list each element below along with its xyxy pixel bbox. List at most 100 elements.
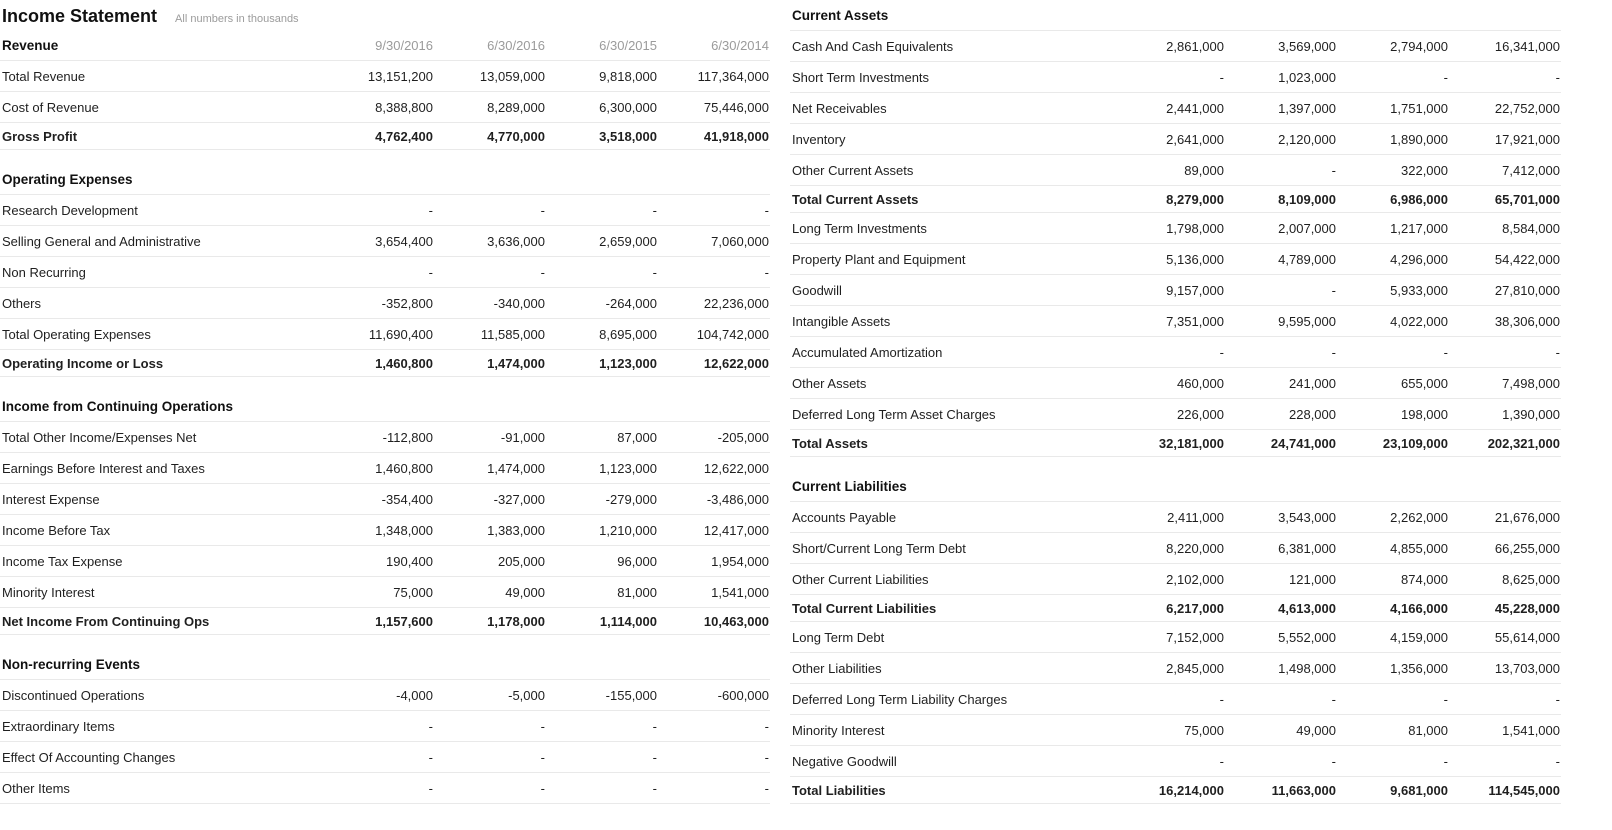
cell-value: -	[1331, 162, 1336, 178]
column-date-header: 6/30/2014	[711, 37, 769, 53]
cell-value: 241,000	[1289, 375, 1336, 391]
cell-value: 4,022,000	[1390, 313, 1448, 329]
cell-value: -	[764, 264, 769, 280]
cell-value: 5,136,000	[1166, 251, 1224, 267]
cell-value: 11,585,000	[480, 326, 545, 342]
cell-value: -	[652, 202, 657, 218]
cell-value: -	[1443, 69, 1448, 85]
row-label: Inventory	[792, 131, 846, 147]
cell-value: 2,794,000	[1390, 38, 1448, 54]
cell-value: 4,296,000	[1390, 251, 1448, 267]
cell-value: 8,279,000	[1166, 191, 1224, 207]
table-row: Accumulated Amortization - - - -	[790, 337, 1561, 368]
cell-value: 7,498,000	[1502, 375, 1560, 391]
table-row: Total Operating Expenses 11,690,400 11,585…	[0, 319, 770, 350]
total-row: Operating Income or Loss 1,460,800 1,474,0…	[0, 350, 770, 377]
cell-value: 8,388,800	[375, 99, 433, 115]
table-row: Other Assets 460,000 241,000 655,000 7,498,0…	[790, 368, 1561, 399]
table-row: Research Development - - - -	[0, 195, 770, 226]
row-label: Operating Income or Loss	[2, 355, 164, 371]
cell-value: -	[428, 749, 433, 765]
cell-value: -	[1219, 69, 1224, 85]
table-row: Deferred Long Term Asset Charges 226,000 2…	[790, 399, 1561, 430]
cell-value: 1,541,000	[1502, 722, 1560, 738]
row-label: Total Operating Expenses	[2, 326, 151, 342]
cell-value: 41,918,000	[703, 128, 769, 144]
cell-value: 49,000	[505, 584, 545, 600]
row-label: Gross Profit	[2, 128, 78, 144]
row-label: Short/Current Long Term Debt	[792, 540, 966, 556]
cell-value: 2,845,000	[1166, 660, 1224, 676]
cell-value: 1,474,000	[487, 355, 545, 371]
cell-value: 7,060,000	[711, 233, 769, 249]
cell-value: -	[428, 718, 433, 734]
cell-value: 1,498,000	[1278, 660, 1336, 676]
row-label: Accounts Payable	[792, 509, 897, 525]
cell-value: 13,703,000	[1494, 660, 1560, 676]
cell-value: -	[540, 749, 545, 765]
table-row: Other Liabilities 2,845,000 1,498,000 1,356…	[790, 653, 1561, 684]
balance-sheet-panel: Current Assets Cash And Cash Equivalents 2…	[790, 0, 1561, 804]
cell-value: 1,217,000	[1390, 220, 1448, 236]
row-label: Net Income From Continuing Ops	[2, 613, 210, 629]
cell-value: 21,676,000	[1494, 509, 1560, 525]
total-row: Gross Profit 4,762,400 4,770,000 3,518,000 4…	[0, 123, 770, 150]
cell-value: -	[1555, 753, 1560, 769]
cell-value: 22,752,000	[1494, 100, 1560, 116]
cell-value: 10,463,000	[703, 613, 769, 629]
section-title: Current Assets	[792, 7, 889, 23]
table-row: Total Revenue 13,151,200 13,059,000 9,818,0…	[0, 61, 770, 92]
cell-value: 81,000	[617, 584, 657, 600]
table-row: Minority Interest 75,000 49,000 81,000 1,541…	[790, 715, 1561, 746]
cell-value: 4,770,000	[487, 128, 545, 144]
cell-value: 17,921,000	[1494, 131, 1560, 147]
cell-value: 9,681,000	[1390, 782, 1448, 798]
cell-value: 228,000	[1289, 406, 1336, 422]
row-label: Short Term Investments	[792, 69, 930, 85]
cell-value: 38,306,000	[1494, 313, 1560, 329]
cell-value: -354,400	[381, 491, 433, 507]
table-row: Accounts Payable 2,411,000 3,543,000 2,262,…	[790, 502, 1561, 533]
row-label: Long Term Debt	[792, 629, 885, 645]
cell-value: -	[1219, 344, 1224, 360]
cell-value: 3,518,000	[599, 128, 657, 144]
table-row: Property Plant and Equipment 5,136,000 4,7…	[790, 244, 1561, 275]
cell-value: 87,000	[617, 429, 657, 445]
balance-sheet-table: Current Assets Cash And Cash Equivalents 2…	[790, 0, 1561, 804]
section-header: Non-recurring Events	[0, 649, 770, 680]
cell-value: 5,552,000	[1278, 629, 1336, 645]
cell-value: -264,000	[605, 295, 657, 311]
section-title: Non-recurring Events	[2, 656, 141, 672]
cell-value: 4,855,000	[1390, 540, 1448, 556]
cell-value: 7,351,000	[1166, 313, 1224, 329]
table-row: Intangible Assets 7,351,000 9,595,000 4,022…	[790, 306, 1561, 337]
cell-value: 3,569,000	[1278, 38, 1336, 54]
cell-value: 12,622,000	[703, 355, 769, 371]
table-row: Total Other Income/Expenses Net -112,800 -…	[0, 422, 770, 453]
table-row: Cost of Revenue 8,388,800 8,289,000 6,300,0…	[0, 92, 770, 123]
cell-value: -	[652, 780, 657, 796]
cell-value: -352,800	[381, 295, 433, 311]
cell-value: 1,954,000	[711, 553, 769, 569]
cell-value: 2,262,000	[1390, 509, 1448, 525]
cell-value: -	[764, 780, 769, 796]
row-label: Total Assets	[792, 435, 868, 451]
table-row: Short Term Investments - 1,023,000 - -	[790, 62, 1561, 93]
income-statement-table: Revenue 9/30/2016 6/30/2016 6/30/2015 6/30/2…	[0, 30, 770, 804]
column-date-header: 6/30/2016	[487, 37, 545, 53]
cell-value: 4,159,000	[1390, 629, 1448, 645]
row-label: Income Tax Expense	[2, 553, 123, 569]
cell-value: 1,123,000	[599, 355, 657, 371]
row-label: Non Recurring	[2, 264, 86, 280]
cell-value: 1,210,000	[599, 522, 657, 538]
cell-value: 16,341,000	[1494, 38, 1560, 54]
cell-value: 114,545,000	[1488, 782, 1560, 798]
row-label: Other Assets	[792, 375, 867, 391]
cell-value: 75,000	[1184, 722, 1224, 738]
column-date-header: 6/30/2015	[599, 37, 657, 53]
total-row: Total Liabilities 16,214,000 11,663,000 9,6…	[790, 777, 1561, 804]
cell-value: 32,181,000	[1158, 435, 1224, 451]
row-label: Extraordinary Items	[2, 718, 115, 734]
cell-value: 1,356,000	[1390, 660, 1448, 676]
cell-value: -4,000	[396, 687, 433, 703]
